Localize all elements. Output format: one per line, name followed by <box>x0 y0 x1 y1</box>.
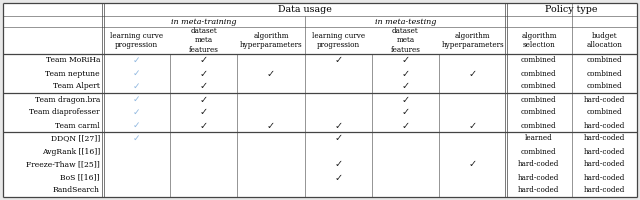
Text: ✓: ✓ <box>133 69 140 78</box>
Text: ✓: ✓ <box>334 160 342 170</box>
Text: Freeze-Thaw [[25]]: Freeze-Thaw [[25]] <box>26 160 100 168</box>
Text: ✓: ✓ <box>401 120 410 130</box>
Text: Team carml: Team carml <box>55 121 100 130</box>
Text: DDQN [[27]]: DDQN [[27]] <box>51 134 100 142</box>
Text: ✓: ✓ <box>200 95 208 104</box>
Text: learning curve
progression: learning curve progression <box>312 32 365 49</box>
Text: hard-coded: hard-coded <box>584 160 625 168</box>
Text: ✓: ✓ <box>133 95 140 104</box>
Text: Team MoRiHa: Team MoRiHa <box>45 56 100 64</box>
Text: in meta-testing: in meta-testing <box>374 18 436 25</box>
Text: ✓: ✓ <box>468 120 477 130</box>
Text: ✓: ✓ <box>267 120 275 130</box>
Text: ✓: ✓ <box>401 55 410 66</box>
Text: ✓: ✓ <box>401 68 410 78</box>
Text: ✓: ✓ <box>200 55 208 66</box>
Text: combined: combined <box>586 56 622 64</box>
Text: ✓: ✓ <box>200 68 208 78</box>
Text: Policy type: Policy type <box>545 5 598 14</box>
Text: combined: combined <box>521 70 557 77</box>
Text: ✓: ✓ <box>401 108 410 117</box>
Text: ✓: ✓ <box>334 120 342 130</box>
Text: ✓: ✓ <box>133 121 140 130</box>
Text: algorithm
hyperparameters: algorithm hyperparameters <box>239 32 302 49</box>
Text: combined: combined <box>521 121 557 130</box>
Text: hard-coded: hard-coded <box>584 186 625 194</box>
Text: Team dragon.bra: Team dragon.bra <box>35 96 100 104</box>
Text: ✓: ✓ <box>401 95 410 104</box>
Text: ✓: ✓ <box>401 82 410 92</box>
Text: ✓: ✓ <box>334 134 342 144</box>
Text: RandSearch: RandSearch <box>53 186 100 194</box>
Text: algorithm
hyperparameters: algorithm hyperparameters <box>441 32 504 49</box>
Text: hard-coded: hard-coded <box>518 173 559 182</box>
Text: ✓: ✓ <box>133 108 140 117</box>
Text: hard-coded: hard-coded <box>584 148 625 156</box>
Text: Team neptune: Team neptune <box>45 70 100 77</box>
Text: combined: combined <box>521 96 557 104</box>
Text: ✓: ✓ <box>334 172 342 182</box>
Text: hard-coded: hard-coded <box>584 134 625 142</box>
Text: combined: combined <box>521 56 557 64</box>
Text: hard-coded: hard-coded <box>584 96 625 104</box>
Text: hard-coded: hard-coded <box>584 121 625 130</box>
Text: Team Alpert: Team Alpert <box>53 82 100 90</box>
Text: combined: combined <box>586 82 622 90</box>
Text: combined: combined <box>521 108 557 116</box>
Text: in meta-training: in meta-training <box>171 18 237 25</box>
Text: Data usage: Data usage <box>278 5 332 14</box>
Text: combined: combined <box>586 108 622 116</box>
Text: budget
allocation: budget allocation <box>586 32 622 49</box>
Text: algorithm
selection: algorithm selection <box>521 32 557 49</box>
Text: hard-coded: hard-coded <box>518 160 559 168</box>
Text: combined: combined <box>521 148 557 156</box>
Text: ✓: ✓ <box>133 134 140 143</box>
Text: learning curve
progression: learning curve progression <box>110 32 163 49</box>
Text: combined: combined <box>586 70 622 77</box>
Text: Team diaprofesser: Team diaprofesser <box>29 108 100 116</box>
Text: ✓: ✓ <box>468 160 477 170</box>
Text: learned: learned <box>525 134 553 142</box>
Text: ✓: ✓ <box>468 68 477 78</box>
Text: ✓: ✓ <box>267 68 275 78</box>
Text: dataset
meta
features: dataset meta features <box>189 27 219 54</box>
Text: AvgRank [[16]]: AvgRank [[16]] <box>42 148 100 156</box>
Text: ✓: ✓ <box>133 82 140 91</box>
Text: BoS [[16]]: BoS [[16]] <box>61 173 100 182</box>
Text: dataset
meta
features: dataset meta features <box>390 27 420 54</box>
Text: ✓: ✓ <box>200 120 208 130</box>
Text: ✓: ✓ <box>200 82 208 92</box>
Text: hard-coded: hard-coded <box>518 186 559 194</box>
Text: ✓: ✓ <box>334 55 342 66</box>
Text: hard-coded: hard-coded <box>584 173 625 182</box>
Text: ✓: ✓ <box>200 108 208 117</box>
Text: ✓: ✓ <box>133 56 140 65</box>
Text: combined: combined <box>521 82 557 90</box>
